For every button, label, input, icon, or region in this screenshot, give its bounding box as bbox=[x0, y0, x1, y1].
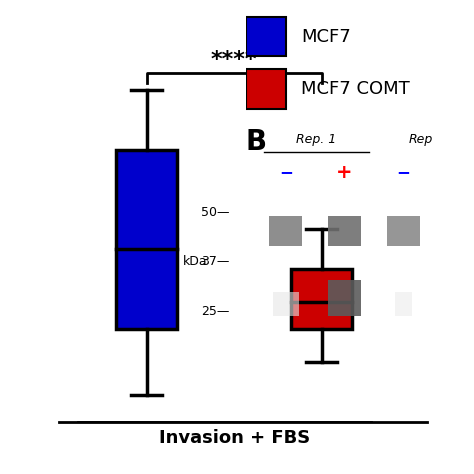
Bar bbox=[395, 292, 412, 316]
Bar bbox=[246, 69, 286, 109]
Bar bbox=[246, 17, 286, 56]
Bar bbox=[269, 216, 302, 246]
Text: −: − bbox=[279, 164, 292, 182]
Text: 25—: 25— bbox=[201, 305, 229, 318]
Bar bbox=[291, 269, 352, 329]
Text: −: − bbox=[397, 164, 410, 182]
Text: 50—: 50— bbox=[201, 206, 229, 219]
Bar bbox=[116, 150, 177, 329]
Text: MCF7: MCF7 bbox=[301, 27, 351, 46]
Text: Rep. 1: Rep. 1 bbox=[296, 134, 337, 146]
Text: kDa: kDa bbox=[182, 255, 207, 268]
Text: B: B bbox=[246, 128, 266, 156]
Text: MCF7 COMT: MCF7 COMT bbox=[301, 80, 410, 98]
Text: +: + bbox=[337, 163, 353, 182]
Bar bbox=[328, 280, 361, 316]
Bar bbox=[328, 216, 361, 246]
Bar bbox=[387, 216, 420, 246]
Text: 37—: 37— bbox=[201, 255, 229, 268]
Bar bbox=[273, 292, 299, 316]
Text: Rep: Rep bbox=[409, 134, 433, 146]
Text: ****: **** bbox=[211, 50, 257, 70]
